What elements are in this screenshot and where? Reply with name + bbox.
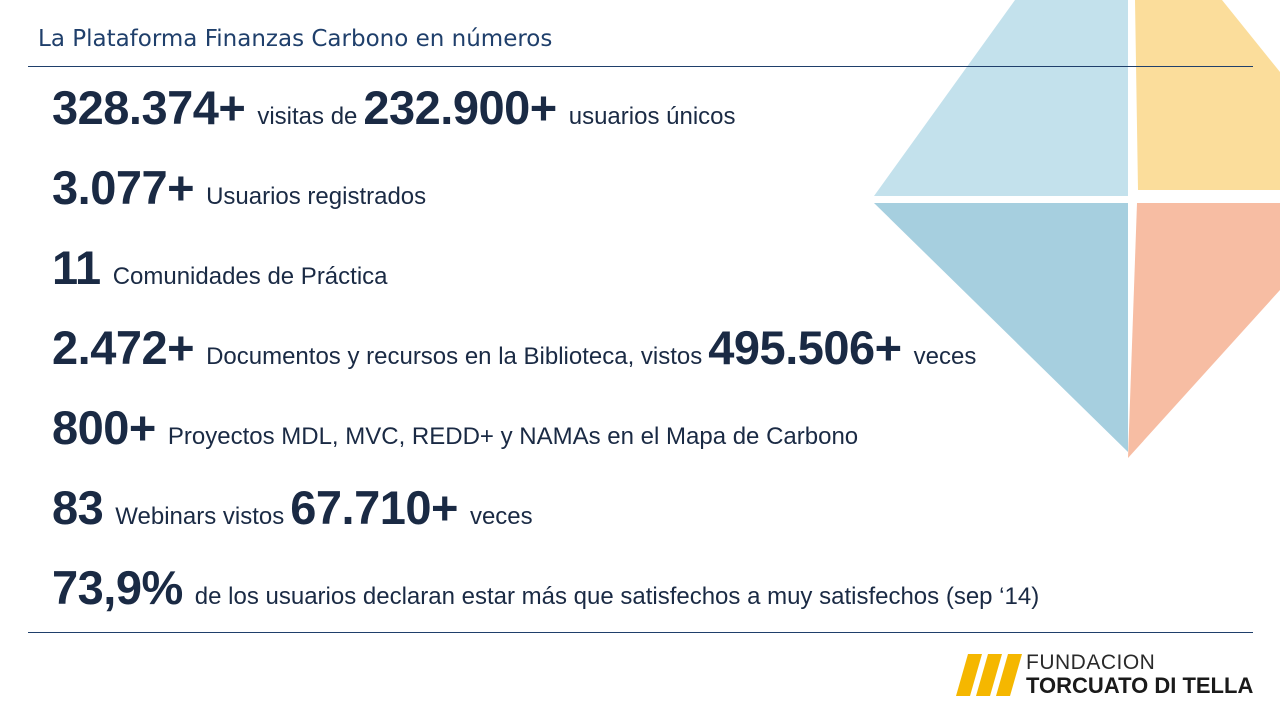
stat-number: 800+ [52,401,156,454]
stat-number: 2.472+ [52,321,195,374]
bottom-divider [28,632,1253,633]
logo-line-fundacion: FUNDACION [1026,651,1156,674]
stat-text: Webinars vistos [115,503,285,530]
stripes-logo-icon [956,653,1022,696]
stat-line: 3.077+ Usuarios registrados [52,160,1045,240]
stat-line: 2.472+ Documentos y recursos en la Biblio… [52,320,1045,400]
stat-number: 11 [52,241,101,294]
logo-text: FUNDACION TORCUATO DI TELLA [1026,652,1253,697]
stat-number: 232.900+ [363,81,557,134]
stat-number: 3.077+ [52,161,195,214]
stat-line: 11 Comunidades de Práctica [52,240,1045,320]
star-segment-yellow [1135,0,1280,190]
stat-text: Usuarios registrados [206,183,427,210]
stat-text: Comunidades de Práctica [112,263,388,290]
stat-text: visitas de [257,103,358,130]
stat-number: 73,9% [52,561,183,614]
page-title: La Plataforma Finanzas Carbono en número… [38,26,553,52]
star-segment-salmon [1128,203,1280,458]
star-segment-light-blue-main [874,0,1128,196]
top-divider [28,66,1253,67]
stat-text: Proyectos MDL, MVC, REDD+ y NAMAs en el … [167,423,859,450]
stat-text: de los usuarios declaran estar más que s… [194,583,1040,610]
stat-text: veces [469,503,533,530]
stat-text: usuarios únicos [568,103,736,130]
stat-line: 73,9% de los usuarios declaran estar más … [52,560,1045,640]
stats-list: 328.374+ visitas de 232.900+ usuarios único… [52,80,1045,640]
star-segment-blue [874,203,1128,452]
stat-text: Documentos y recursos en la Biblioteca, … [206,343,703,370]
logo-line-name: TORCUATO DI TELLA [1026,673,1254,698]
stat-number: 67.710+ [290,481,458,534]
stat-text: veces [913,343,977,370]
stat-number: 83 [52,481,104,534]
stat-number: 495.506+ [708,321,902,374]
stat-number: 328.374+ [52,81,246,134]
stat-line: 800+ Proyectos MDL, MVC, REDD+ y NAMAs en… [52,400,1045,480]
logo: FUNDACION TORCUATO DI TELLA [956,652,1253,697]
stat-line: 83 Webinars vistos 67.710+ veces [52,480,1045,560]
stat-line: 328.374+ visitas de 232.900+ usuarios único… [52,80,1045,160]
